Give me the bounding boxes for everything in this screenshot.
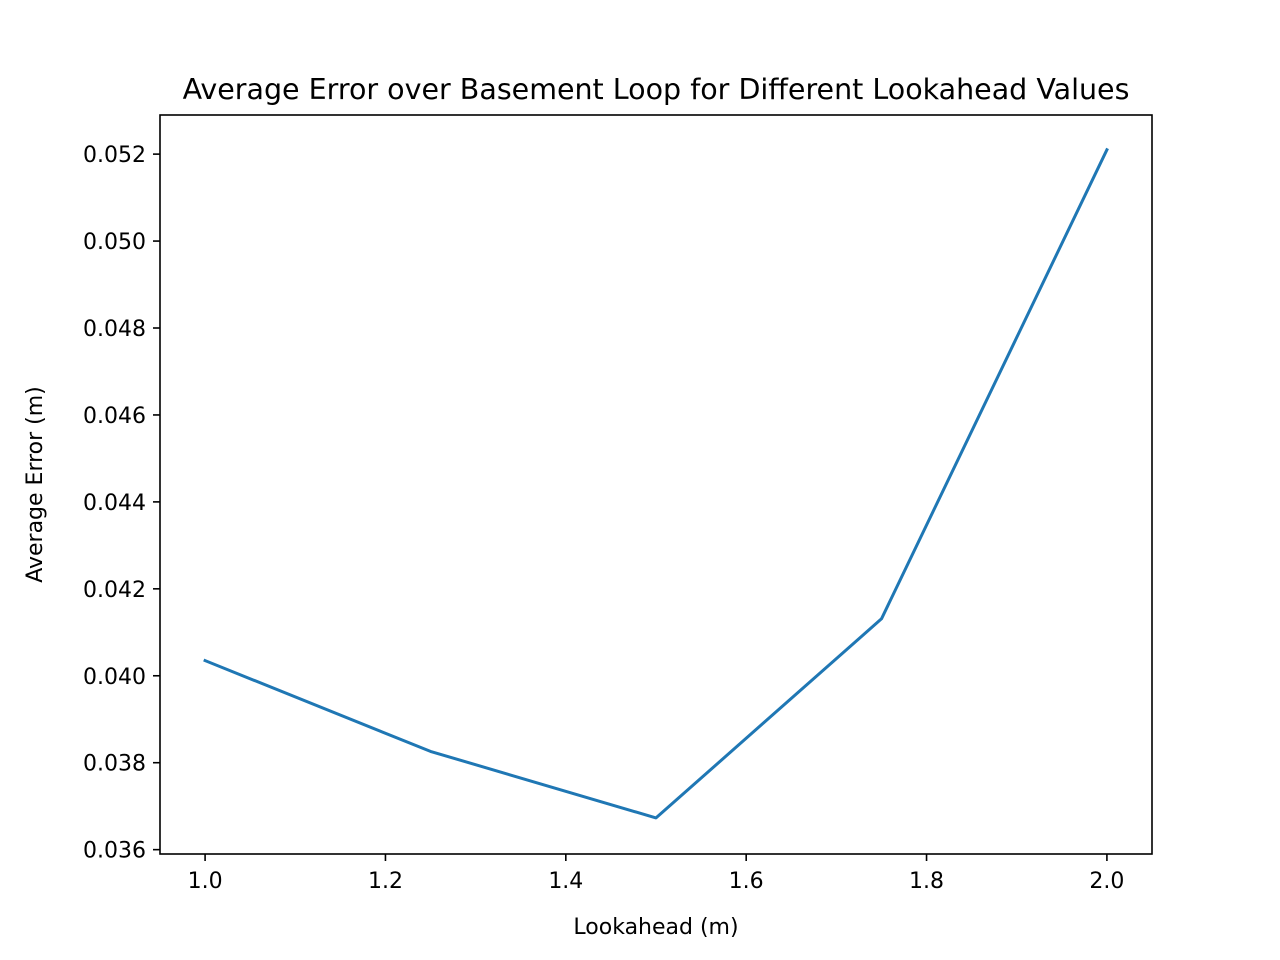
y-tick-label: 0.036	[83, 839, 146, 864]
y-tick-label: 0.046	[83, 404, 146, 429]
x-axis: 1.0 1.2 1.4 1.6 1.8 2.0	[188, 854, 1124, 894]
series-layer	[203, 147, 1109, 820]
x-tick-label: 1.6	[729, 869, 764, 894]
y-tick-label: 0.048	[83, 317, 146, 342]
y-tick-label: 0.044	[83, 491, 146, 516]
x-axis-label: Lookahead (m)	[573, 915, 738, 940]
y-tick-label: 0.038	[83, 752, 146, 777]
y-axis-label: Average Error (m)	[23, 386, 48, 583]
y-tick-label: 0.050	[83, 230, 146, 255]
chart-title: Average Error over Basement Loop for Dif…	[183, 73, 1130, 106]
y-tick-label: 0.040	[83, 665, 146, 690]
y-tick-label: 0.042	[83, 578, 146, 603]
series-line	[203, 147, 1109, 820]
x-tick-label: 2.0	[1089, 869, 1124, 894]
x-tick-label: 1.2	[368, 869, 403, 894]
axes-frame	[159, 114, 1153, 855]
x-tick-label: 1.4	[548, 869, 583, 894]
x-tick-label: 1.8	[909, 869, 944, 894]
y-tick-label: 0.052	[83, 143, 146, 168]
y-axis: 0.036 0.038 0.040 0.042 0.044 0.046 0.048 0.050…	[83, 143, 160, 864]
plot-area: 1.0 1.2 1.4 1.6 1.8 2.0 0.0360.0380.0400.0420…	[83, 114, 1153, 894]
x-tick-label: 1.0	[188, 869, 223, 894]
